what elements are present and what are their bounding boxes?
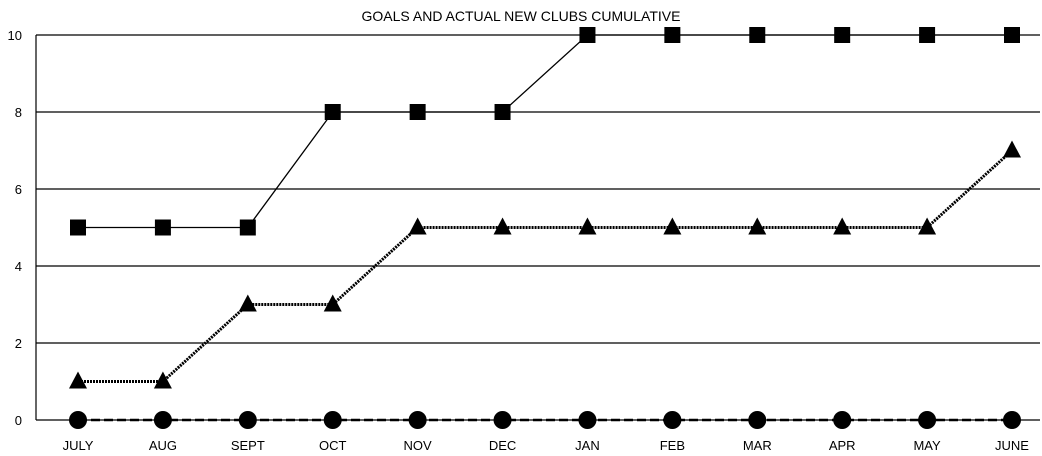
- y-tick-label: 6: [15, 182, 22, 197]
- data-point-triangle: [748, 217, 767, 235]
- data-point-circle: [69, 411, 87, 429]
- x-tick-label: NOV: [404, 438, 433, 453]
- data-point-triangle: [833, 217, 852, 235]
- data-point-circle: [238, 411, 257, 429]
- data-point-square: [324, 104, 341, 120]
- y-tick-label: 4: [15, 259, 22, 274]
- data-point-circle: [663, 411, 682, 429]
- data-point-triangle: [578, 217, 597, 235]
- data-point-circle: [918, 411, 937, 429]
- data-point-square: [70, 219, 86, 236]
- data-point-triangle: [408, 217, 427, 235]
- data-point-square: [1004, 27, 1020, 43]
- data-point-circle: [408, 411, 427, 429]
- data-point-triangle: [69, 371, 87, 389]
- data-point-triangle: [493, 217, 512, 235]
- x-tick-label: SEPT: [231, 438, 265, 453]
- data-point-square: [749, 27, 766, 43]
- data-point-square: [579, 27, 596, 43]
- data-point-circle: [493, 411, 512, 429]
- y-tick-label: 10: [8, 28, 22, 43]
- data-point-square: [664, 27, 681, 43]
- data-point-square: [834, 27, 851, 43]
- chart-title: GOALS AND ACTUAL NEW CLUBS CUMULATIVE: [361, 8, 681, 24]
- data-point-square: [154, 219, 171, 236]
- x-tick-label: JULY: [63, 438, 94, 453]
- x-tick-label: DEC: [489, 438, 516, 453]
- data-point-square: [919, 27, 936, 43]
- x-tick-label: AUG: [149, 438, 177, 453]
- y-tick-label: 0: [15, 413, 22, 428]
- data-point-circle: [323, 411, 342, 429]
- data-point-triangle: [323, 294, 342, 312]
- y-tick-label: 8: [15, 105, 22, 120]
- data-point-square: [239, 219, 256, 236]
- data-point-triangle: [918, 217, 937, 235]
- x-tick-label: MAR: [743, 438, 772, 453]
- data-point-circle: [153, 411, 172, 429]
- data-point-square: [494, 104, 511, 120]
- series-line-square: [78, 34, 1012, 229]
- data-point-circle: [833, 411, 852, 429]
- x-tick-label: JAN: [575, 438, 600, 453]
- data-point-triangle: [238, 294, 257, 312]
- x-tick-label: FEB: [660, 438, 685, 453]
- x-tick-label: OCT: [319, 438, 347, 453]
- data-point-circle: [1003, 411, 1021, 429]
- data-point-triangle: [1003, 140, 1021, 158]
- x-tick-label: MAY: [913, 438, 941, 453]
- data-point-triangle: [153, 371, 172, 389]
- x-tick-label: JUNE: [995, 438, 1029, 453]
- data-point-square: [409, 104, 426, 120]
- y-tick-label: 2: [15, 336, 22, 351]
- x-tick-label: APR: [829, 438, 856, 453]
- series-line-triangle: [78, 149, 1014, 383]
- data-point-circle: [748, 411, 767, 429]
- data-point-triangle: [663, 217, 682, 235]
- data-point-circle: [578, 411, 597, 429]
